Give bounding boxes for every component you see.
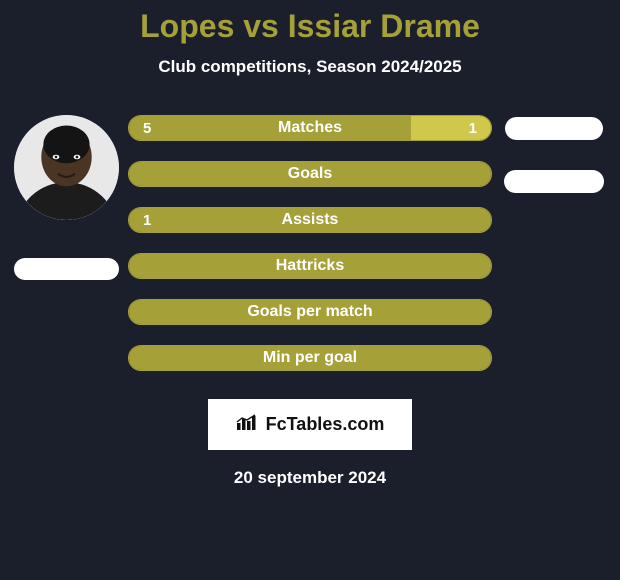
player-right-column — [494, 115, 614, 193]
player-left-name-placeholder — [14, 258, 119, 280]
player-left-avatar — [14, 115, 119, 220]
page-subtitle: Club competitions, Season 2024/2025 — [0, 57, 620, 77]
player-right-name-placeholder — [504, 170, 604, 193]
attribution-badge: FcTables.com — [208, 399, 413, 450]
stat-label: Matches — [129, 116, 491, 140]
stat-label: Goals — [129, 162, 491, 186]
player-right-avatar-placeholder — [505, 117, 603, 140]
comparison-infographic: Lopes vs Issiar Drame Club competitions,… — [0, 0, 620, 580]
stat-label: Assists — [129, 208, 491, 232]
stat-label: Min per goal — [129, 346, 491, 370]
stat-bar: 51Matches — [128, 115, 492, 141]
attribution-wrap: FcTables.com — [0, 399, 620, 450]
stat-bar: 1Assists — [128, 207, 492, 233]
stat-label: Goals per match — [129, 300, 491, 324]
stat-bars: 51Matches Goals 1Assists Hattricks Goals per… — [126, 115, 494, 371]
attribution-text: FcTables.com — [266, 414, 385, 435]
stat-bar: Goals — [128, 161, 492, 187]
stat-bar: Goals per match — [128, 299, 492, 325]
stat-bar: Hattricks — [128, 253, 492, 279]
page-title: Lopes vs Issiar Drame — [0, 0, 620, 45]
content-row: 51Matches Goals 1Assists Hattricks Goals per… — [0, 115, 620, 371]
stat-label: Hattricks — [129, 254, 491, 278]
date-text: 20 september 2024 — [0, 468, 620, 488]
stat-bar: Min per goal — [128, 345, 492, 371]
chart-icon — [236, 413, 258, 436]
player-left-column — [6, 115, 126, 280]
